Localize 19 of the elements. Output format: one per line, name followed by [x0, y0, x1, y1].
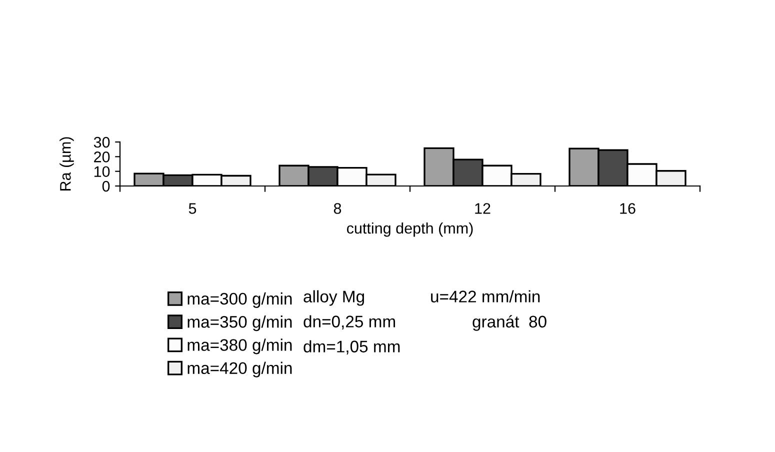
y-tick-label: 20 [94, 152, 110, 162]
legend-label: ma=300 g/min [188, 292, 292, 308]
y-tick-label: 0 [102, 180, 110, 192]
x-tick-label: 12 [475, 203, 490, 214]
y-axis-title: Ra (µm) [60, 137, 74, 190]
legend-label: ma=420 g/min [188, 362, 292, 378]
legend-label: ma=380 g/min [188, 338, 292, 354]
x-tick-label: 16 [620, 203, 636, 214]
legend-label: ma=350 g/min [188, 316, 292, 332]
y-tick-label: 30 [94, 136, 110, 148]
x-tick-label: 5 [188, 203, 196, 214]
text: granát 80 [472, 315, 546, 331]
text: u=422 mm/min [431, 290, 540, 302]
text: dn=0,25 mm [304, 315, 396, 330]
x-tick-label: 8 [334, 203, 342, 214]
text: dm=1,05 mm [304, 340, 400, 354]
text: alloy Mg [304, 290, 364, 306]
x-axis-title: cutting depth (mm) [346, 222, 473, 237]
y-tick-label: 10 [94, 166, 110, 178]
